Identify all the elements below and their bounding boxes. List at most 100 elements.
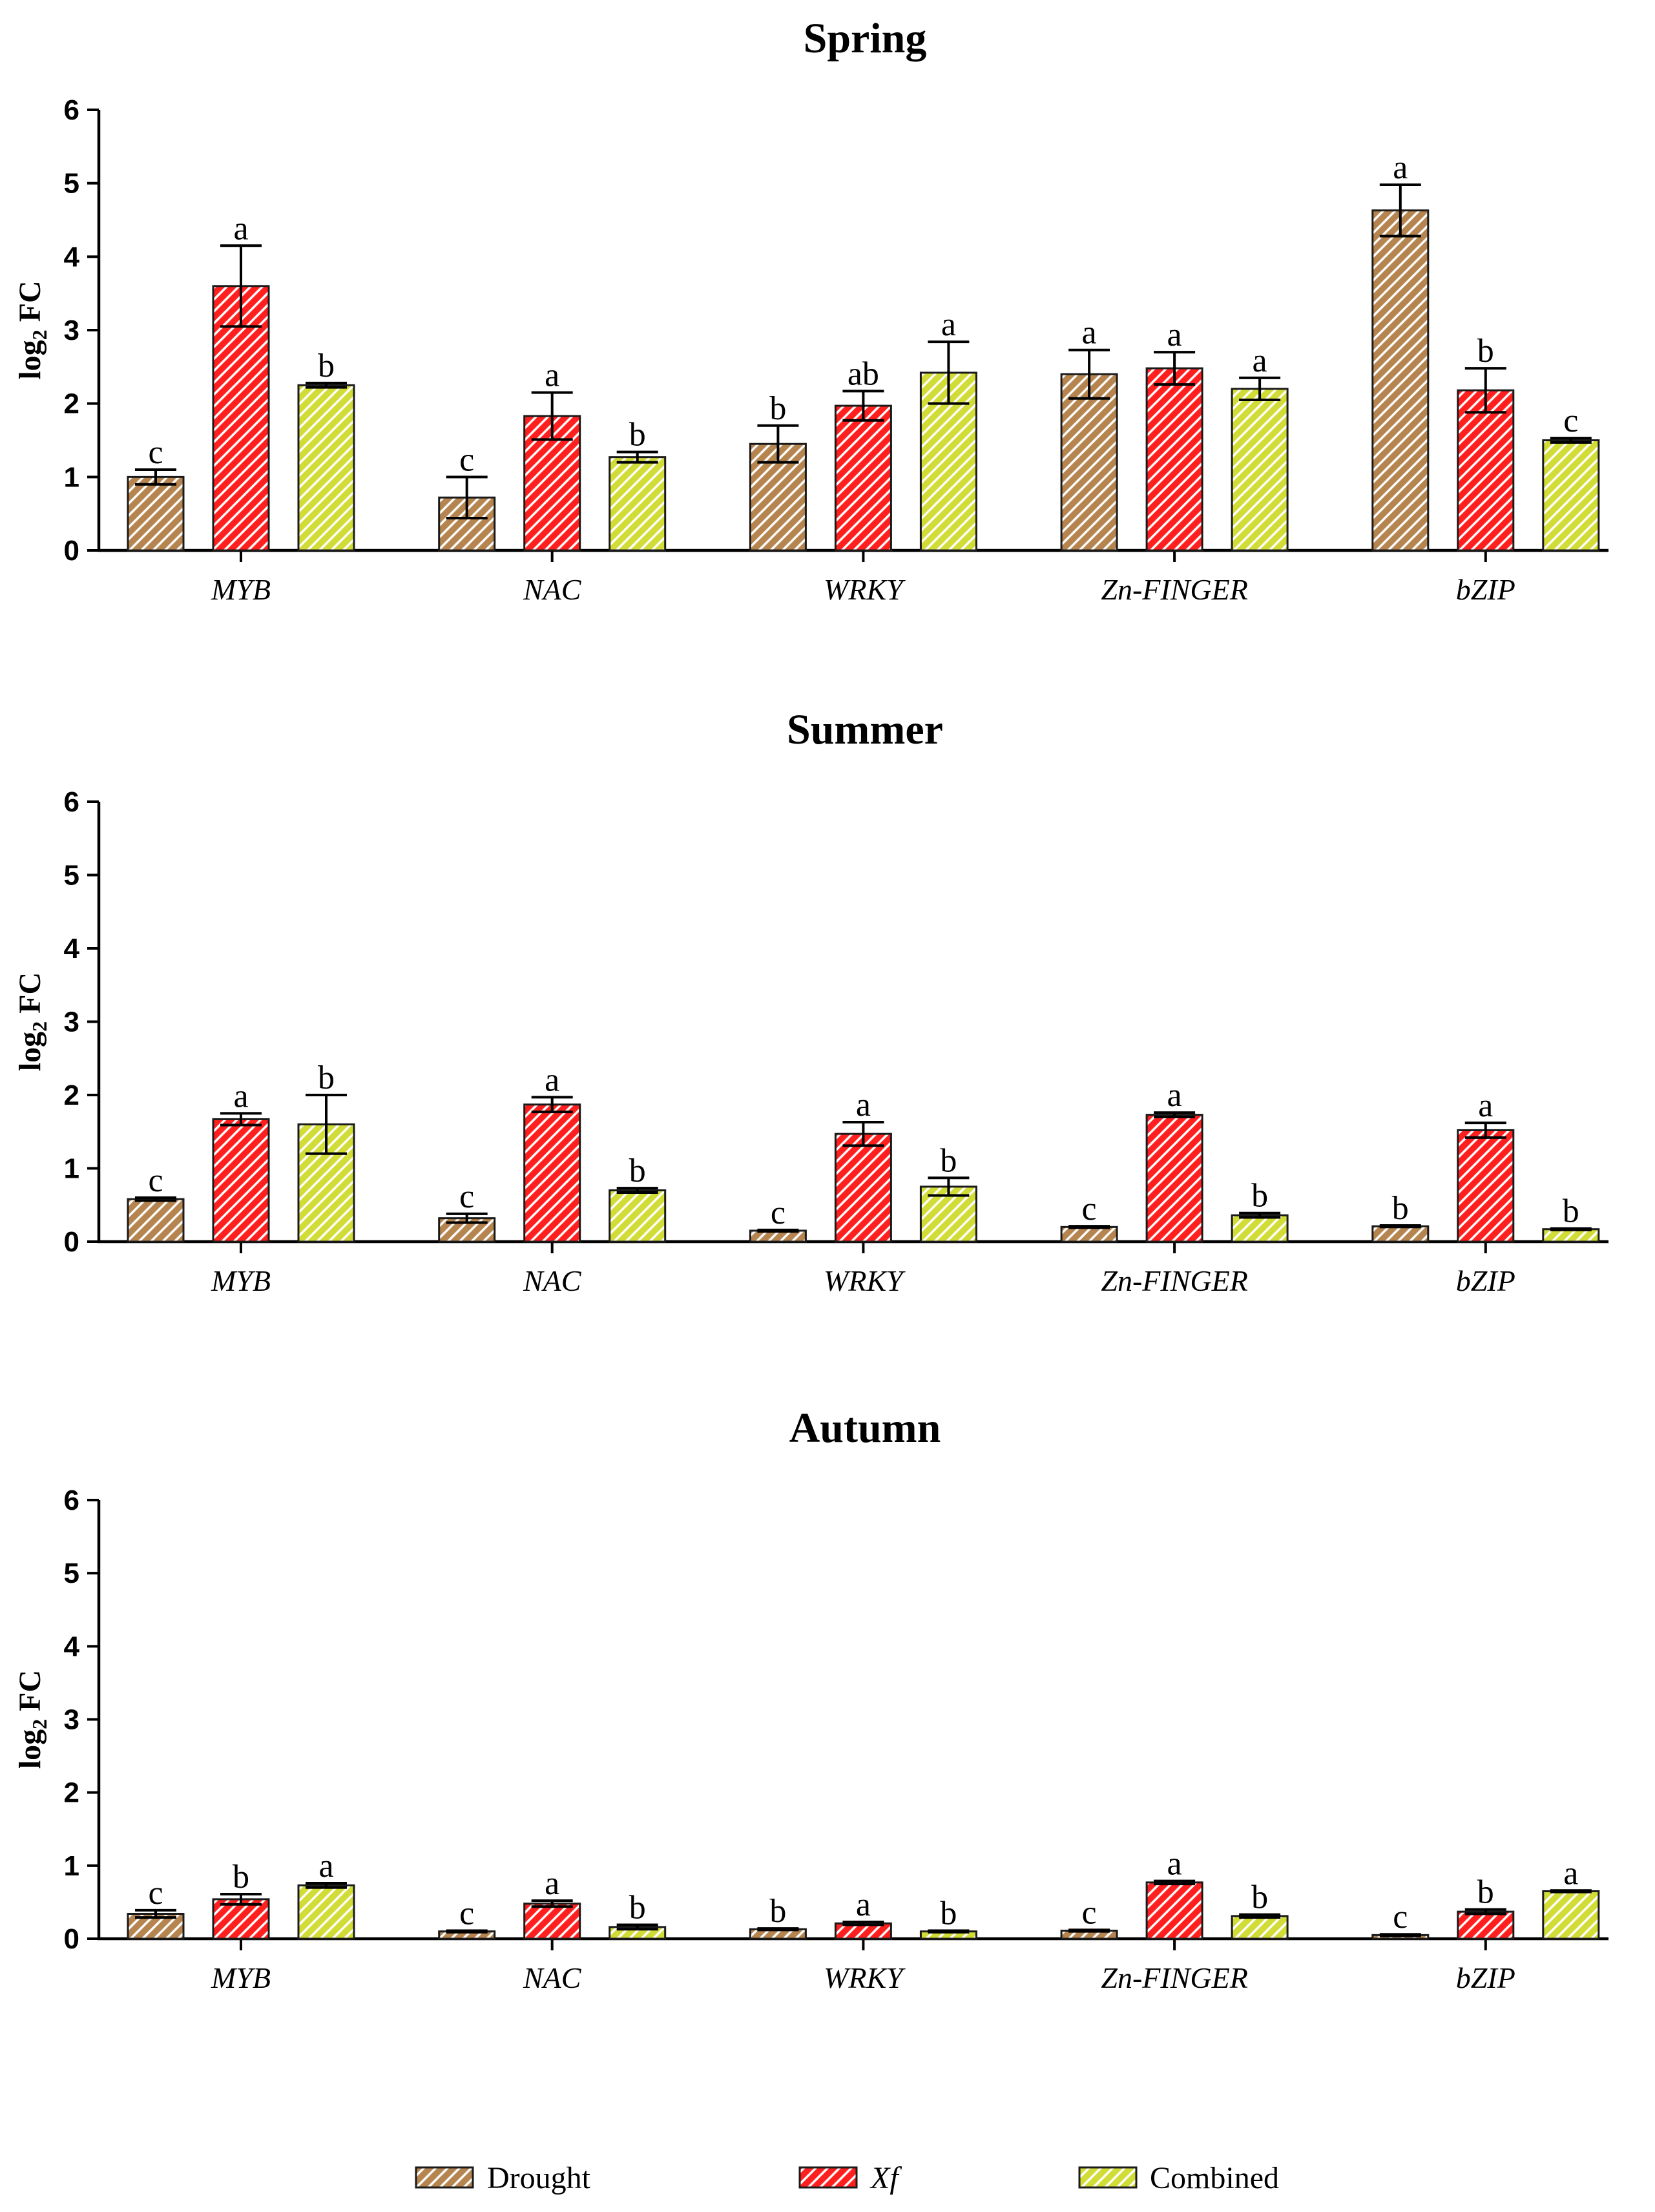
significance-letter-xf-wrky: ab [848,355,879,392]
error-bar-combined-wrky [928,1929,970,1934]
x-tick-label-myb: MYB [211,1264,271,1297]
error-bar-combined-bzip [1550,1227,1592,1231]
error-bar-combined-zn-finger [1239,1211,1281,1219]
error-bar-combined-wrky [928,1176,970,1197]
y-tick-label: 1 [64,461,79,493]
significance-letter-combined-zn-finger: b [1251,1178,1268,1215]
bar-drought-bzip [1371,209,1430,552]
error-bar-xf-wrky [842,390,884,422]
significance-letter-combined-wrky: b [940,1142,957,1179]
y-tick-label: 4 [64,241,80,273]
y-tick-label: 4 [64,1631,80,1662]
error-bar-combined-myb [306,381,347,389]
x-tick-label-bzip: bZIP [1456,1961,1515,1994]
bar-drought-bzip [1371,1225,1430,1243]
x-tick-label-wrky: WRKY [824,1961,906,1994]
significance-letter-drought-wrky: c [771,1195,786,1231]
significance-letter-xf-bzip: b [1477,1874,1494,1911]
error-bar-drought-zn-finger [1068,1225,1110,1229]
error-bar-combined-nac [616,450,658,464]
y-tick-label: 1 [64,1850,79,1882]
error-bar-xf-nac [531,1096,573,1114]
bar-drought-myb [127,1198,185,1243]
y-tick-label: 4 [64,933,80,965]
error-bar-combined-wrky [928,340,970,405]
significance-letter-xf-wrky: a [856,1087,871,1123]
error-bar-xf-zn-finger [1154,351,1196,386]
bar-drought-zn-finger [1060,373,1118,552]
chart-title: Summer [787,706,943,753]
bar-combined-nac [609,1189,667,1243]
significance-letter-xf-bzip: a [1478,1087,1493,1124]
significance-letter-xf-zn-finger: a [1167,317,1182,353]
x-tick-label-myb: MYB [211,1961,271,1994]
significance-letter-xf-wrky: a [856,1886,871,1923]
error-bar-xf-bzip [1464,1122,1506,1139]
legend-label-xf: Xf [869,2161,902,2195]
significance-letter-drought-myb: c [148,434,163,471]
significance-letter-combined-nac: b [629,417,646,454]
significance-letter-xf-nac: a [545,1865,559,1902]
y-tick-label: 2 [64,388,79,420]
significance-letter-xf-zn-finger: a [1167,1077,1182,1114]
legend-swatch-combined [1078,2166,1138,2189]
y-tick-label: 3 [64,1704,79,1736]
significance-letter-drought-wrky: b [769,1893,786,1930]
bar-combined-bzip [1542,1890,1600,1940]
error-bar-drought-zn-finger [1068,348,1110,400]
significance-letter-drought-myb: c [148,1162,163,1199]
x-tick-label-bzip: bZIP [1456,573,1515,606]
error-bar-xf-myb [220,244,262,328]
bar-xf-myb [212,1118,270,1243]
bar-xf-zn-finger [1145,1881,1203,1940]
y-axis-label: log2 FC [13,972,51,1071]
bar-xf-zn-finger [1145,367,1203,552]
y-tick-label: 6 [64,1485,79,1516]
significance-letter-xf-nac: a [545,357,559,394]
significance-letter-xf-myb: b [233,1859,249,1895]
bar-combined-nac [609,456,667,552]
legend: Drought Xf Combined [415,2161,1279,2195]
error-bar-drought-wrky [757,1228,799,1233]
bar-xf-myb [212,285,270,552]
error-bar-drought-myb [135,1196,176,1202]
error-bar-drought-wrky [757,424,799,464]
bar-drought-myb [127,475,185,552]
bar-combined-bzip [1542,439,1600,552]
legend-item-xf: Xf [798,2161,902,2195]
y-axis-label-suffix: FC [13,972,47,1014]
significance-letter-xf-myb: a [233,1078,248,1114]
error-bar-combined-myb [306,1094,347,1155]
y-axis-label-subscript: 2 [28,1021,51,1032]
error-bar-xf-myb [220,1892,262,1906]
significance-letter-combined-bzip: b [1563,1193,1579,1230]
y-tick-label: 6 [64,94,79,126]
y-tick-label: 5 [64,1558,79,1589]
y-axis-label-main: log [13,1729,47,1769]
bar-combined-zn-finger [1231,1214,1289,1243]
significance-letter-drought-nac: c [459,1895,474,1932]
chart-title: Spring [804,15,927,62]
y-tick-label: 0 [64,535,79,567]
y-tick-label: 2 [64,1080,79,1111]
significance-letter-drought-wrky: b [769,390,786,427]
y-tick-label: 3 [64,1007,79,1038]
error-bar-xf-wrky [842,1120,884,1147]
y-tick-label: 0 [64,1226,79,1258]
legend-label-drought: Drought [487,2161,591,2195]
error-bar-drought-nac [446,1212,488,1224]
y-tick-label: 0 [64,1923,79,1955]
x-tick-label-nac: NAC [523,1264,582,1297]
significance-letter-combined-zn-finger: a [1253,342,1267,379]
error-bar-drought-myb [135,468,176,486]
x-tick-label-zn-finger: Zn-FINGER [1101,573,1247,606]
significance-letter-combined-myb: b [318,348,335,384]
significance-letter-drought-zn-finger: c [1082,1894,1097,1931]
y-axis-label-subscript: 2 [28,1719,51,1729]
y-axis-label-suffix: FC [13,1670,47,1711]
error-bar-xf-bzip [1464,367,1506,414]
y-axis-label-main: log [13,340,47,379]
